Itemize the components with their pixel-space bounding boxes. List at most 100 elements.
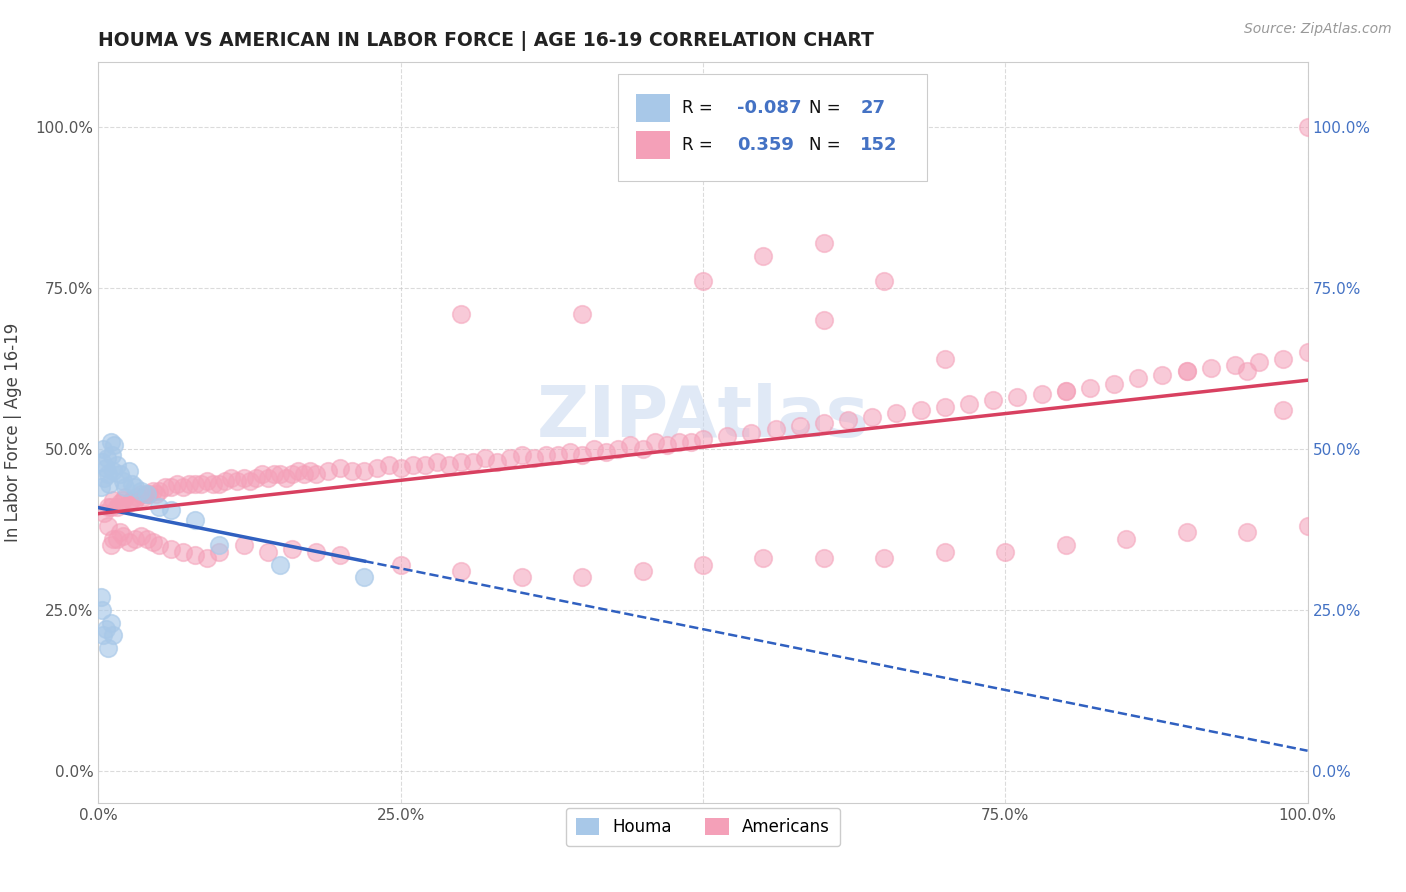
Point — [100, 538, 122, 552]
Point — [232, 538, 254, 552]
Point — [547, 448, 569, 462]
Point — [114, 480, 136, 494]
Point — [607, 442, 630, 456]
Point — [127, 490, 149, 504]
Point — [474, 451, 496, 466]
Point — [571, 570, 593, 584]
FancyBboxPatch shape — [619, 73, 927, 181]
Point — [94, 461, 117, 475]
Point — [269, 558, 291, 572]
Point — [994, 545, 1017, 559]
Point — [583, 442, 606, 456]
Point — [208, 545, 231, 559]
Point — [1175, 364, 1198, 378]
Point — [305, 545, 328, 559]
Point — [111, 528, 134, 542]
Point — [287, 464, 309, 478]
Point — [402, 458, 425, 472]
Point — [765, 422, 787, 436]
Point — [692, 274, 714, 288]
Point — [121, 477, 143, 491]
Point — [97, 641, 120, 656]
Point — [135, 532, 157, 546]
Point — [153, 480, 176, 494]
Point — [692, 558, 714, 572]
Point — [934, 351, 956, 366]
Point — [148, 500, 170, 514]
Bar — [637, 130, 671, 159]
Point — [463, 454, 485, 468]
Point — [142, 483, 165, 498]
Point — [121, 493, 143, 508]
Point — [644, 435, 666, 450]
Point — [245, 471, 267, 485]
Point — [752, 551, 775, 566]
Point — [101, 493, 124, 508]
Point — [281, 541, 304, 556]
Point — [94, 622, 117, 636]
Point — [108, 525, 131, 540]
Point — [873, 274, 896, 288]
Point — [1054, 538, 1077, 552]
Point — [934, 400, 956, 414]
Point — [111, 493, 134, 508]
Point — [450, 306, 472, 320]
Point — [510, 448, 533, 462]
Point — [138, 487, 160, 501]
Point — [101, 628, 124, 642]
Point — [353, 570, 375, 584]
Point — [1175, 525, 1198, 540]
Point — [184, 548, 207, 562]
Point — [1054, 384, 1077, 398]
Point — [1199, 361, 1222, 376]
Text: 27: 27 — [860, 99, 886, 117]
Point — [184, 512, 207, 526]
Point — [813, 416, 835, 430]
Point — [595, 445, 617, 459]
Point — [239, 474, 262, 488]
Point — [716, 429, 738, 443]
Point — [135, 487, 157, 501]
Point — [957, 397, 980, 411]
Point — [1078, 380, 1101, 394]
Point — [124, 532, 146, 546]
Point — [450, 564, 472, 578]
Point — [129, 487, 152, 501]
Point — [342, 464, 364, 478]
Point — [329, 548, 352, 562]
Point — [366, 461, 388, 475]
Point — [631, 442, 654, 456]
Point — [105, 532, 128, 546]
Point — [105, 500, 128, 514]
Point — [91, 628, 114, 642]
Point — [97, 500, 120, 514]
Point — [837, 413, 859, 427]
Y-axis label: In Labor Force | Age 16-19: In Labor Force | Age 16-19 — [4, 323, 21, 542]
Point — [910, 403, 932, 417]
Point — [91, 602, 114, 616]
Point — [256, 471, 278, 485]
Text: -0.087: -0.087 — [737, 99, 801, 117]
Point — [1272, 351, 1295, 366]
Point — [1031, 387, 1053, 401]
Text: R =: R = — [682, 99, 713, 117]
Point — [413, 458, 436, 472]
Point — [813, 551, 835, 566]
Point — [292, 467, 315, 482]
Text: ZIPAtlas: ZIPAtlas — [537, 384, 869, 452]
Point — [1272, 403, 1295, 417]
Point — [668, 435, 690, 450]
Point — [190, 477, 212, 491]
Point — [108, 467, 131, 482]
Point — [752, 249, 775, 263]
Point — [134, 490, 156, 504]
Point — [873, 551, 896, 566]
Point — [232, 471, 254, 485]
Point — [166, 477, 188, 491]
Legend: Houma, Americans: Houma, Americans — [567, 808, 839, 847]
Point — [571, 448, 593, 462]
Point — [97, 467, 120, 482]
Text: N =: N = — [810, 99, 841, 117]
Point — [1102, 377, 1125, 392]
Text: Source: ZipAtlas.com: Source: ZipAtlas.com — [1244, 22, 1392, 37]
